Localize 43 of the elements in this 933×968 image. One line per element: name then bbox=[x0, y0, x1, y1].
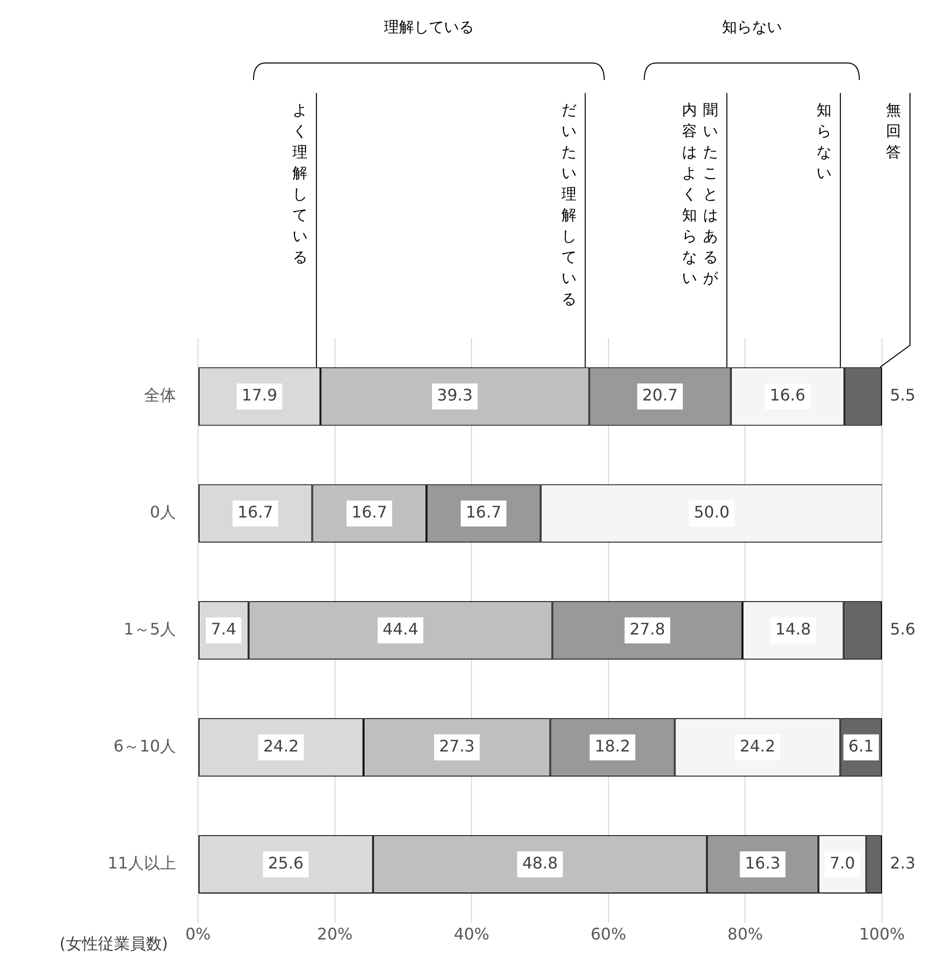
text: だいたい理解している bbox=[561, 101, 576, 308]
data-label: 5.5 bbox=[890, 386, 916, 405]
x-tick-label: 100% bbox=[859, 924, 905, 944]
data-label: 48.8 bbox=[522, 853, 558, 872]
text: 知らない bbox=[815, 100, 832, 184]
data-label: 18.2 bbox=[594, 736, 630, 756]
data-label: 17.9 bbox=[242, 386, 278, 405]
y-tick-label: 全体 bbox=[144, 386, 176, 405]
data-label: 2.3 bbox=[890, 853, 916, 872]
text: 無回答 bbox=[885, 100, 902, 163]
x-tick-label: 60% bbox=[590, 924, 626, 944]
text: 理解している bbox=[384, 18, 474, 36]
data-label: 16.7 bbox=[352, 502, 388, 522]
data-label: 50.0 bbox=[694, 502, 730, 522]
data-label: 20.7 bbox=[642, 386, 678, 405]
y-tick-label: 0人 bbox=[150, 502, 176, 522]
x-tick-label: 40% bbox=[454, 924, 490, 944]
text: よく理解している bbox=[291, 100, 308, 268]
data-label: 16.7 bbox=[238, 502, 274, 522]
data-label: 24.2 bbox=[263, 736, 299, 756]
data-label: 27.3 bbox=[439, 736, 475, 756]
data-label: 27.8 bbox=[630, 620, 666, 639]
data-label: 25.6 bbox=[268, 853, 304, 872]
y-tick-label: 11人以上 bbox=[108, 853, 176, 872]
text: 知らない bbox=[722, 18, 782, 36]
data-label: 5.6 bbox=[890, 620, 916, 639]
data-label: 7.4 bbox=[210, 620, 236, 639]
data-label: 7.0 bbox=[830, 853, 856, 872]
data-label: 44.4 bbox=[382, 620, 418, 639]
y-tick-label: 6～10人 bbox=[113, 736, 176, 756]
y-axis-title: (女性従業員数) bbox=[60, 934, 168, 953]
data-label: 16.7 bbox=[466, 502, 502, 522]
x-tick-label: 20% bbox=[317, 924, 353, 944]
text: 聞いたことはあるが内容はよく知らない bbox=[682, 101, 718, 287]
data-label: 24.2 bbox=[740, 736, 776, 756]
x-tick-label: 0% bbox=[185, 924, 211, 944]
data-label: 6.1 bbox=[848, 736, 874, 756]
data-label: 39.3 bbox=[437, 386, 473, 405]
x-tick-label: 80% bbox=[727, 924, 763, 944]
data-label: 14.8 bbox=[775, 620, 811, 639]
data-label: 16.3 bbox=[744, 853, 780, 872]
data-label: 16.6 bbox=[770, 386, 806, 405]
y-tick-label: 1～5人 bbox=[124, 620, 176, 639]
